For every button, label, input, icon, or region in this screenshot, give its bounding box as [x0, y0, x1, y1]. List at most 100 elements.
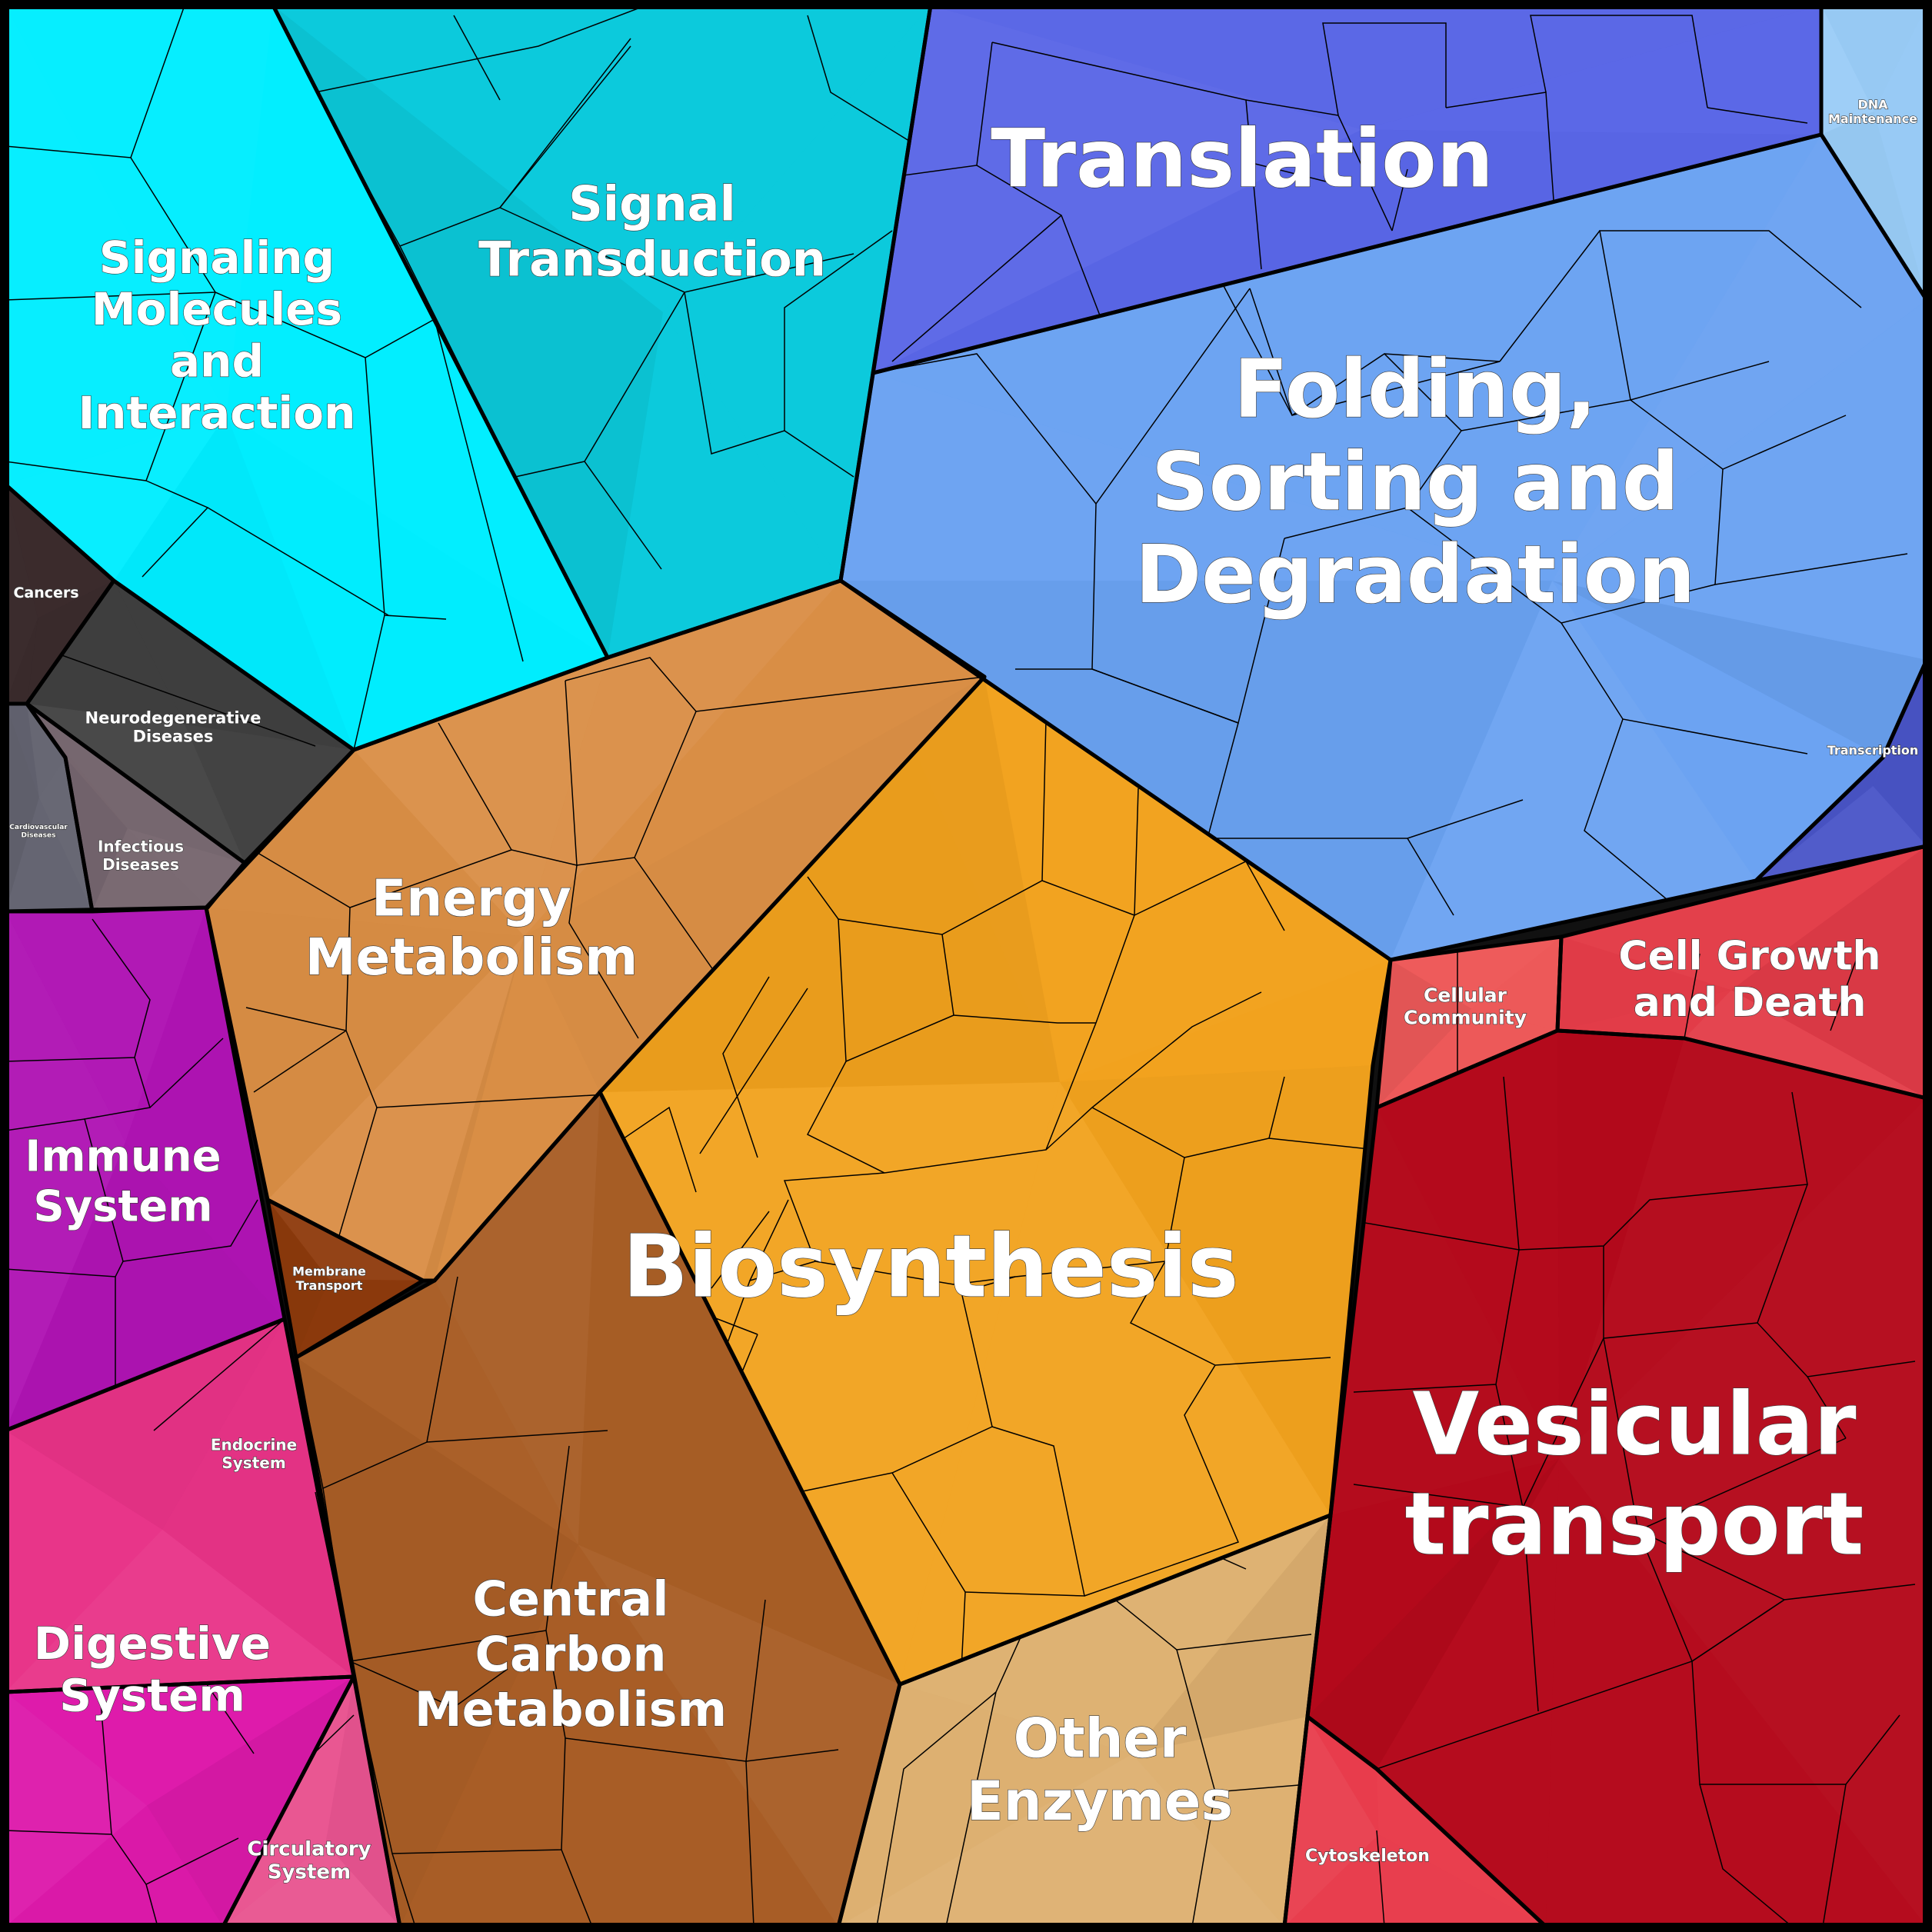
cell-border	[1245, 861, 1285, 931]
cell-border	[1530, 15, 1708, 108]
cell-border	[891, 215, 1062, 362]
cell-border	[426, 1430, 608, 1443]
label-line: Biosynthesis	[622, 1217, 1238, 1317]
cell-shade	[1731, 846, 1927, 1098]
cell-shade	[5, 798, 92, 911]
cell-border	[1461, 399, 1847, 470]
cell-border	[941, 934, 1096, 1024]
cell-shade	[1552, 135, 1927, 581]
label-neurodegenerative: Neurodegenerative Diseases	[85, 708, 261, 745]
cell-border	[1245, 161, 1339, 185]
cell-border	[1191, 1791, 1216, 1927]
label-cardiovascular: Cardiovascular Diseases	[9, 824, 68, 839]
cell-border	[1353, 1484, 1524, 1508]
cell-shade	[296, 1357, 578, 1927]
cell-border	[1268, 1138, 1377, 1151]
cell-shade	[206, 750, 525, 937]
cell-border	[1807, 1376, 1847, 1439]
label-line: System	[33, 1182, 212, 1232]
cell-shade	[931, 5, 1821, 130]
label-line: Transcription	[1827, 743, 1919, 758]
cell-shade	[1873, 660, 1927, 846]
cell-shade	[5, 908, 206, 1142]
cell-shade	[325, 1677, 400, 1927]
cell-shade	[1060, 1065, 1373, 1515]
label-line: Other	[1014, 1707, 1187, 1770]
cell-border	[584, 291, 685, 462]
cell-shade	[838, 1754, 1284, 1927]
label-line: Transport	[296, 1278, 363, 1293]
cell-shade	[1559, 1038, 1927, 1459]
label-cytoskeleton: Cytoskeleton	[1305, 1847, 1430, 1866]
label-vesicular-transport: Vesicular transport	[1405, 1374, 1864, 1574]
cell-shade	[5, 1692, 147, 1927]
cell-border	[684, 291, 854, 478]
cell-border	[634, 711, 697, 858]
label-line: Signal	[568, 175, 736, 232]
label-line: Diseases	[102, 855, 179, 874]
cell-border	[5, 918, 151, 1062]
cell-shade	[1756, 786, 1927, 881]
cell-border	[784, 230, 893, 431]
label-line: Circulatory	[247, 1837, 371, 1860]
cell-shade	[5, 1431, 162, 1692]
cell-border	[600, 1106, 697, 1231]
cell-shade	[5, 1677, 354, 1806]
cell-group-cardiovascular	[5, 704, 92, 911]
cell-border	[745, 1760, 754, 1927]
cell-shade	[1552, 581, 1883, 881]
cell-shade	[600, 1081, 1060, 1684]
label-line: Neurodegenerative	[85, 708, 261, 727]
label-line: Cancers	[13, 585, 78, 601]
cell-group-energy-metabolism	[206, 581, 984, 1281]
cell-shade	[27, 704, 128, 829]
cell-group-immune-system	[5, 908, 285, 1431]
label-line: Diseases	[133, 728, 214, 746]
cell-shade	[1557, 990, 1731, 1038]
cell-border	[1015, 668, 1239, 724]
cell-shade	[1552, 300, 1927, 660]
cell-shade	[873, 135, 1821, 581]
label-line: Diseases	[22, 831, 56, 839]
cell-border	[315, 5, 647, 93]
label-line: Endocrine	[211, 1436, 297, 1454]
cell-shade	[1559, 1098, 1927, 1927]
cell-shade	[1561, 846, 1927, 991]
cell-border	[1495, 1384, 1524, 1508]
cell-border	[1599, 230, 1862, 401]
label-line: Maintenance	[1828, 112, 1917, 126]
label-line: Infectious	[98, 838, 184, 856]
label-other-enzymes: Other Enzymes	[967, 1707, 1233, 1833]
label-line: System	[59, 1670, 245, 1722]
label-line: Metabolism	[415, 1681, 727, 1737]
label-translation: Translation	[991, 112, 1494, 205]
cell-border	[565, 657, 984, 712]
label-cellular-community: Cellular Community	[1404, 984, 1527, 1029]
cell-border	[1376, 1830, 1385, 1927]
label-line: Translation	[991, 112, 1494, 205]
cell-border	[153, 1319, 285, 1431]
label-line: Cell Growth	[1618, 934, 1880, 980]
cell-border	[1707, 107, 1808, 124]
label-line: System	[222, 1454, 285, 1472]
cell-border	[95, 1677, 255, 1754]
cell-border	[1322, 22, 1447, 116]
cell-shade	[1132, 1515, 1331, 1754]
cell-border	[122, 1199, 258, 1262]
cell-shade	[435, 1092, 600, 1545]
cell-border	[561, 1849, 593, 1927]
cell-group-cell-growth	[1557, 846, 1927, 1098]
label-line: Interaction	[78, 387, 356, 439]
cell-border	[1041, 718, 1047, 881]
cell-shade	[65, 758, 128, 911]
cell-shade	[5, 1529, 354, 1692]
cell-shade	[223, 1843, 400, 1927]
cell-shade	[206, 908, 525, 1200]
cell-border	[1637, 1530, 1693, 1662]
cell-shade	[5, 1319, 285, 1530]
label-line: Cellular	[1424, 984, 1507, 1007]
cell-border	[5, 1118, 85, 1131]
cell-shade	[5, 704, 39, 911]
